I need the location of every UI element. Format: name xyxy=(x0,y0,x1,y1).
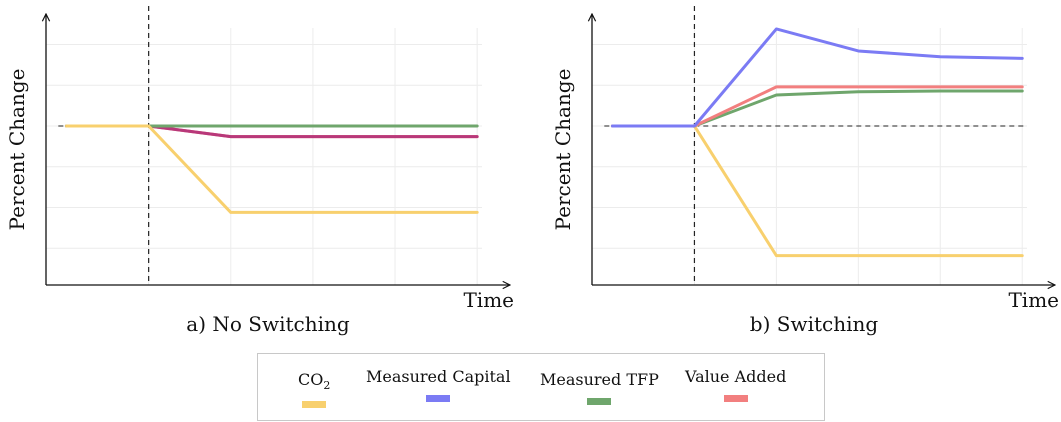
series-line-co2 xyxy=(65,124,479,214)
legend-label-measured-tfp: Measured TFP xyxy=(540,370,659,389)
x-axis-label: Time xyxy=(1008,288,1059,312)
legend: CO2 Measured Capital Measured TFP Value … xyxy=(257,353,825,421)
legend-swatch-measured-capital xyxy=(426,395,451,402)
y-axis-label: Percent Change xyxy=(5,69,29,231)
legend-label-co2: CO2 xyxy=(298,370,331,393)
chart-panel-2: Time Percent Change b) Switching xyxy=(551,6,1059,336)
series-line-co2 xyxy=(610,124,1024,258)
series-line-measured-capital xyxy=(65,124,479,139)
legend-item-co2: CO2 xyxy=(298,370,331,409)
chart-panel-1: Time Percent Change a) No Switching xyxy=(5,6,514,336)
legend-swatch-measured-tfp xyxy=(587,398,612,405)
legend-label-value-added: Value Added xyxy=(685,367,787,386)
y-axis-label: Percent Change xyxy=(551,69,575,231)
legend-label-measured-capital: Measured Capital xyxy=(366,367,511,386)
legend-item-measured-tfp: Measured TFP xyxy=(540,370,659,405)
series-line-value-added xyxy=(65,124,479,139)
legend-swatch-co2 xyxy=(302,401,327,409)
series-line-measured-tfp xyxy=(610,89,1024,128)
legend-swatch-value-added xyxy=(723,395,748,402)
legend-item-value-added: Value Added xyxy=(685,367,786,402)
x-axis-label: Time xyxy=(463,288,514,312)
chart-caption: a) No Switching xyxy=(186,312,350,336)
charts-svg: Time Percent Change a) No Switching Time Per… xyxy=(5,6,1059,336)
series-line-measured-capital xyxy=(610,27,1024,128)
legend-item-measured-capital: Measured Capital xyxy=(366,367,511,402)
chart-caption: b) Switching xyxy=(750,312,879,336)
